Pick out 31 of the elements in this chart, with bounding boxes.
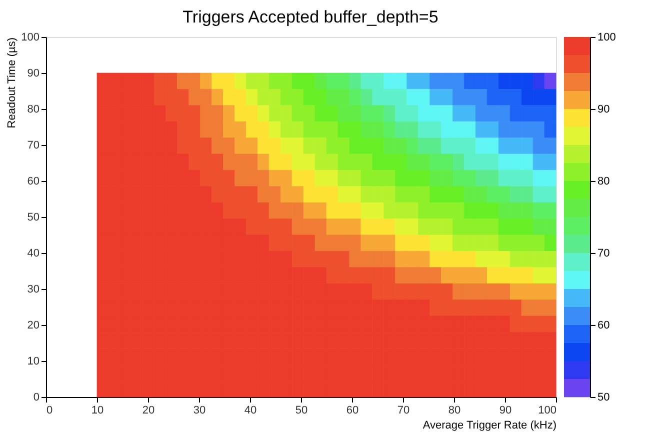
chart-title: Triggers Accepted buffer_depth=5: [182, 8, 438, 26]
x-tick-label: 80: [448, 404, 461, 416]
y-tick-label: 10: [27, 356, 40, 368]
x-tick-label: 0: [46, 404, 53, 416]
x-axis-title: Average Trigger Rate (kHz): [422, 420, 556, 432]
x-tick-label: 60: [346, 404, 359, 416]
x-tick-label: 30: [193, 404, 206, 416]
x-tick-label: 100: [538, 404, 556, 416]
color-bar-label: 100: [598, 32, 616, 44]
x-tick-label: 20: [142, 404, 155, 416]
x-tick-label: 40: [244, 404, 257, 416]
y-tick-label: 20: [27, 320, 40, 332]
color-bar-label: 90: [598, 104, 610, 116]
y-tick-label: 90: [27, 68, 40, 80]
color-bar-label: 60: [598, 320, 610, 332]
y-tick-label: 40: [27, 248, 40, 260]
y-tick-label: 100: [21, 32, 40, 44]
color-bar-label: 50: [598, 392, 610, 404]
x-tick-label: 10: [91, 404, 104, 416]
color-bar-label: 70: [598, 248, 610, 260]
y-tick-label: 70: [27, 140, 40, 152]
y-tick-label: 0: [33, 392, 40, 404]
y-tick-label: 60: [27, 176, 40, 188]
y-tick-label: 80: [27, 104, 40, 116]
x-tick-label: 70: [397, 404, 410, 416]
y-tick-label: 50: [27, 212, 40, 224]
color-bar-label: 80: [598, 176, 610, 188]
y-tick-label: 30: [27, 284, 40, 296]
x-tick-label: 50: [295, 404, 308, 416]
y-axis-title: Readout Time (µs): [6, 38, 18, 128]
x-tick-label: 90: [499, 404, 512, 416]
